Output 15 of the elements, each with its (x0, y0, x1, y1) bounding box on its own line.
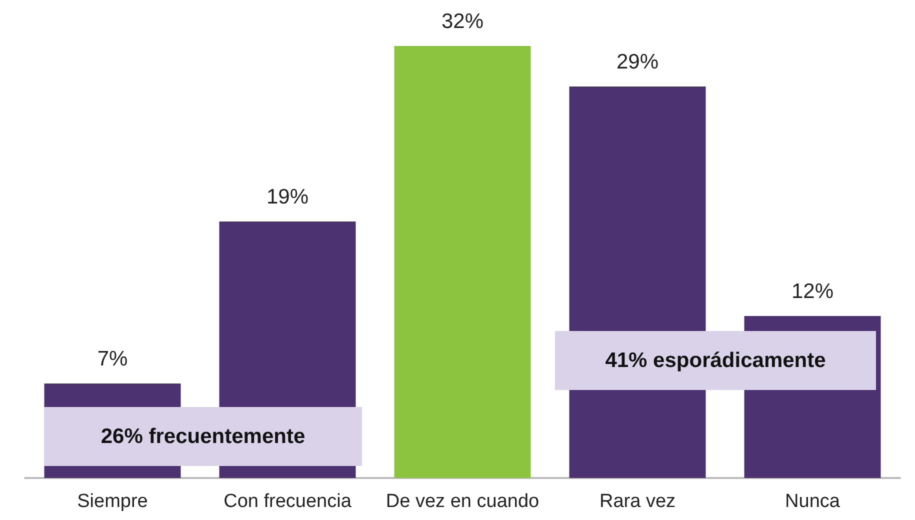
x-tick-label: Con frecuencia (224, 491, 352, 512)
data-label: 32% (441, 10, 484, 33)
annotation: 41% esporádicamente (605, 348, 826, 372)
note-box: 26% frecuentemente (44, 407, 362, 466)
note-box: 41% esporádicamente (555, 331, 876, 390)
x-tick-label: Rara vez (599, 491, 676, 512)
data-label: 7% (97, 348, 128, 370)
x-tick-label: De vez en cuando (386, 491, 540, 512)
bar (394, 46, 531, 478)
data-label: 19% (266, 186, 309, 208)
x-tick-label: Siempre (77, 491, 148, 512)
data-label: 12% (791, 280, 834, 303)
data-label: 29% (616, 50, 659, 74)
annotation: 26% frecuentemente (100, 424, 306, 448)
x-tick-label: Nunca (785, 491, 840, 512)
